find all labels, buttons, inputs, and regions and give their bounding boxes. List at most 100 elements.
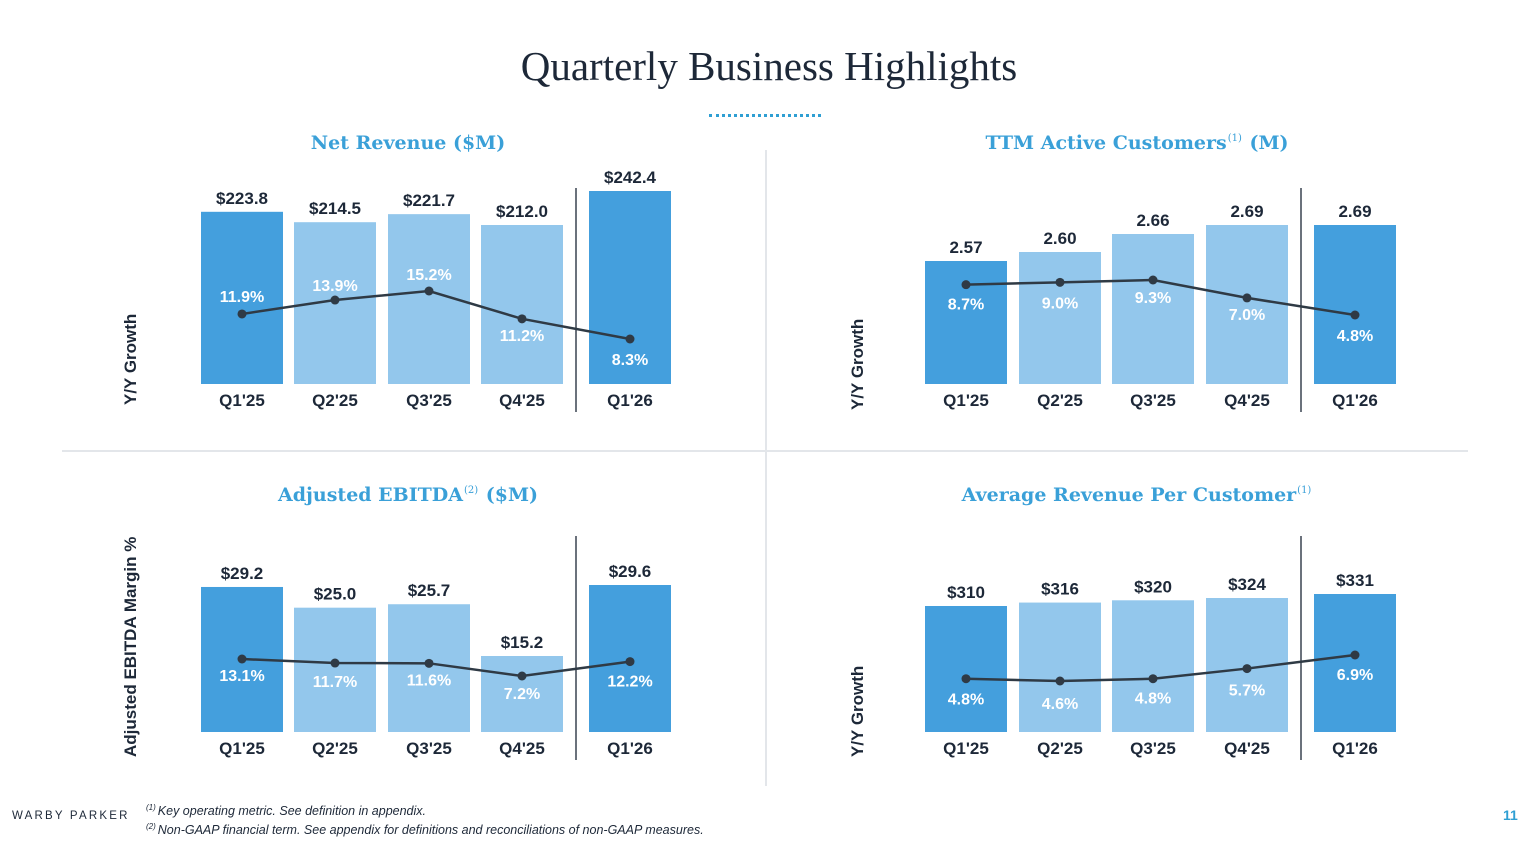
arpc-value-label: $316	[1041, 580, 1079, 599]
net-revenue-value-label: $221.7	[403, 191, 455, 210]
adj-ebitda-growth-label: 12.2%	[607, 674, 652, 691]
ttm-active-growth-point	[1350, 310, 1360, 320]
ttm-active-customers-title: TTM Active Customers(1) (M)	[887, 132, 1387, 154]
net-revenue-value-label: $212.0	[496, 202, 548, 221]
footnote-2-mark: (2)	[146, 822, 156, 832]
ttm-active-bar	[1112, 234, 1194, 384]
net-revenue-category-label: Q1'25	[219, 391, 265, 410]
adj-ebitda-value-label: $29.2	[221, 564, 264, 583]
arpc-growth-point	[1055, 676, 1065, 686]
arpc-growth-point	[1350, 650, 1360, 660]
adj-ebitda-growth-point	[517, 671, 527, 681]
arpc-growth-label: 5.7%	[1229, 683, 1265, 700]
adjusted-ebitda-title: Adjusted EBITDA(2) ($M)	[158, 484, 658, 506]
title-divider-dots	[709, 114, 821, 117]
horizontal-divider	[62, 450, 1468, 452]
ttm-active-bar	[1019, 252, 1101, 384]
arpc-category-label: Q1'26	[1332, 739, 1378, 758]
footnotes: (1) Key operating metric. See definition …	[146, 800, 704, 838]
adj-ebitda-category-label: Q3'25	[406, 739, 452, 758]
adj-ebitda-growth-label: 13.1%	[219, 668, 264, 685]
arpc-value-label: $331	[1336, 571, 1374, 590]
adj-ebitda-value-label: $25.0	[314, 585, 357, 604]
net-revenue-value-label: $214.5	[309, 199, 361, 218]
arpc-bar	[1019, 602, 1101, 732]
ttm-active-value-label: 2.69	[1338, 202, 1371, 221]
arpc-category-label: Q3'25	[1130, 739, 1176, 758]
arpc-category-label: Q2'25	[1037, 739, 1083, 758]
ttm-active-value-label: 2.60	[1043, 229, 1076, 248]
net-revenue-value-label: $223.8	[216, 189, 268, 208]
arpc-bar	[925, 606, 1007, 732]
arpc-value-label: $320	[1134, 577, 1172, 596]
vertical-divider	[765, 150, 767, 786]
adj-ebitda-growth-point	[424, 658, 434, 668]
net-revenue-category-label: Q2'25	[312, 391, 358, 410]
net-revenue-bar	[589, 191, 671, 384]
footnote-2-text: Non-GAAP financial term. See appendix fo…	[157, 823, 704, 838]
arpc-title-footnote: (1)	[1297, 485, 1312, 496]
arpc-title-text: Average Revenue Per Customer	[961, 484, 1297, 506]
arpc-growth-label: 4.6%	[1042, 696, 1078, 713]
net-revenue-bar	[201, 211, 283, 384]
ttm-active-title-unit: (M)	[1249, 132, 1289, 154]
ttm-active-bar	[1314, 225, 1396, 384]
ttm-active-growth-label: 4.8%	[1337, 328, 1373, 345]
adj-ebitda-bar	[294, 607, 376, 732]
footnote-1-text: Key operating metric. See definition in …	[157, 804, 427, 819]
adj-ebitda-category-label: Q1'25	[219, 739, 265, 758]
ttm-active-value-label: 2.57	[949, 238, 982, 257]
net-revenue-value-label: $242.4	[604, 168, 657, 187]
net-revenue-growth-label: 11.9%	[220, 289, 264, 306]
adj-ebitda-title-text: Adjusted EBITDA	[278, 484, 463, 506]
net-revenue-growth-point	[517, 314, 527, 324]
ttm-active-growth-label: 9.3%	[1135, 290, 1171, 307]
ttm-active-growth-point	[1148, 275, 1158, 285]
adj-ebitda-value-label: $29.6	[609, 562, 652, 581]
ttm-active-category-label: Q1'25	[943, 391, 989, 410]
page-number: 11	[1503, 807, 1518, 823]
arpc-bar	[1314, 594, 1396, 732]
adj-ebitda-growth-point	[625, 657, 635, 667]
ttm-active-category-label: Q1'26	[1332, 391, 1378, 410]
net-revenue-growth-point	[424, 286, 434, 296]
arpc-growth-label: 4.8%	[1135, 691, 1171, 708]
arpc-value-label: $310	[947, 583, 985, 602]
arpc-category-label: Q4'25	[1224, 739, 1270, 758]
net-revenue-growth-label: 11.2%	[500, 328, 544, 345]
arpc-growth-label: 6.9%	[1337, 667, 1373, 684]
arpc-growth-point	[961, 674, 971, 684]
arpc-title: Average Revenue Per Customer(1)	[887, 484, 1387, 506]
net-revenue-bar	[481, 225, 563, 384]
adj-ebitda-growth-label: 7.2%	[504, 686, 540, 703]
net-revenue-growth-label: 15.2%	[406, 267, 451, 284]
net-revenue-growth-label: 13.9%	[312, 278, 357, 295]
ttm-active-growth-point	[961, 280, 971, 290]
page-title: Quarterly Business Highlights	[520, 43, 1018, 89]
net-revenue-category-label: Q4'25	[499, 391, 545, 410]
footnote-1: (1) Key operating metric. See definition …	[146, 800, 704, 819]
footnote-2: (2) Non-GAAP financial term. See appendix…	[146, 819, 704, 838]
adj-ebitda-title-footnote: (2)	[463, 485, 479, 496]
adj-ebitda-category-label: Q1'26	[607, 739, 653, 758]
ttm-active-growth-label: 8.7%	[948, 297, 984, 314]
adj-ebitda-growth-label: 11.6%	[407, 672, 451, 689]
adj-ebitda-title-unit: ($M)	[485, 484, 538, 506]
net-revenue-category-label: Q1'26	[607, 391, 653, 410]
adj-ebitda-growth-point	[330, 658, 340, 668]
ttm-active-growth-point	[1242, 293, 1252, 303]
net-revenue-growth-label: 8.3%	[612, 352, 648, 369]
adj-ebitda-value-label: $25.7	[408, 581, 451, 600]
ttm-active-bar	[925, 261, 1007, 384]
arpc-growth-point	[1242, 664, 1252, 674]
net-revenue-growth-point	[237, 309, 247, 319]
adj-ebitda-bar	[481, 656, 563, 732]
net-revenue-title: Net Revenue ($M)	[158, 132, 658, 154]
arpc-value-label: $324	[1228, 575, 1266, 594]
footnote-1-mark: (1)	[146, 803, 156, 812]
arpc-bar	[1112, 600, 1194, 732]
adj-ebitda-category-label: Q4'25	[499, 739, 545, 758]
ttm-active-growth-label: 7.0%	[1229, 307, 1265, 324]
ttm-active-title-text: TTM Active Customers	[985, 132, 1227, 154]
arpc-category-label: Q1'25	[943, 739, 989, 758]
